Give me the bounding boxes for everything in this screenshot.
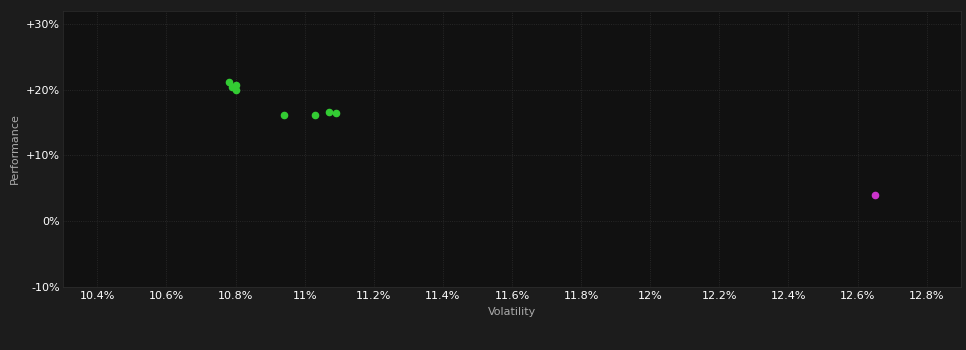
- X-axis label: Volatility: Volatility: [488, 307, 536, 317]
- Point: [328, 110, 344, 116]
- Point: [867, 193, 883, 198]
- Point: [307, 112, 323, 118]
- Point: [321, 109, 336, 115]
- Point: [228, 82, 243, 88]
- Point: [276, 112, 292, 118]
- Y-axis label: Performance: Performance: [11, 113, 20, 184]
- Point: [228, 88, 243, 93]
- Point: [221, 79, 237, 85]
- Point: [224, 84, 240, 89]
